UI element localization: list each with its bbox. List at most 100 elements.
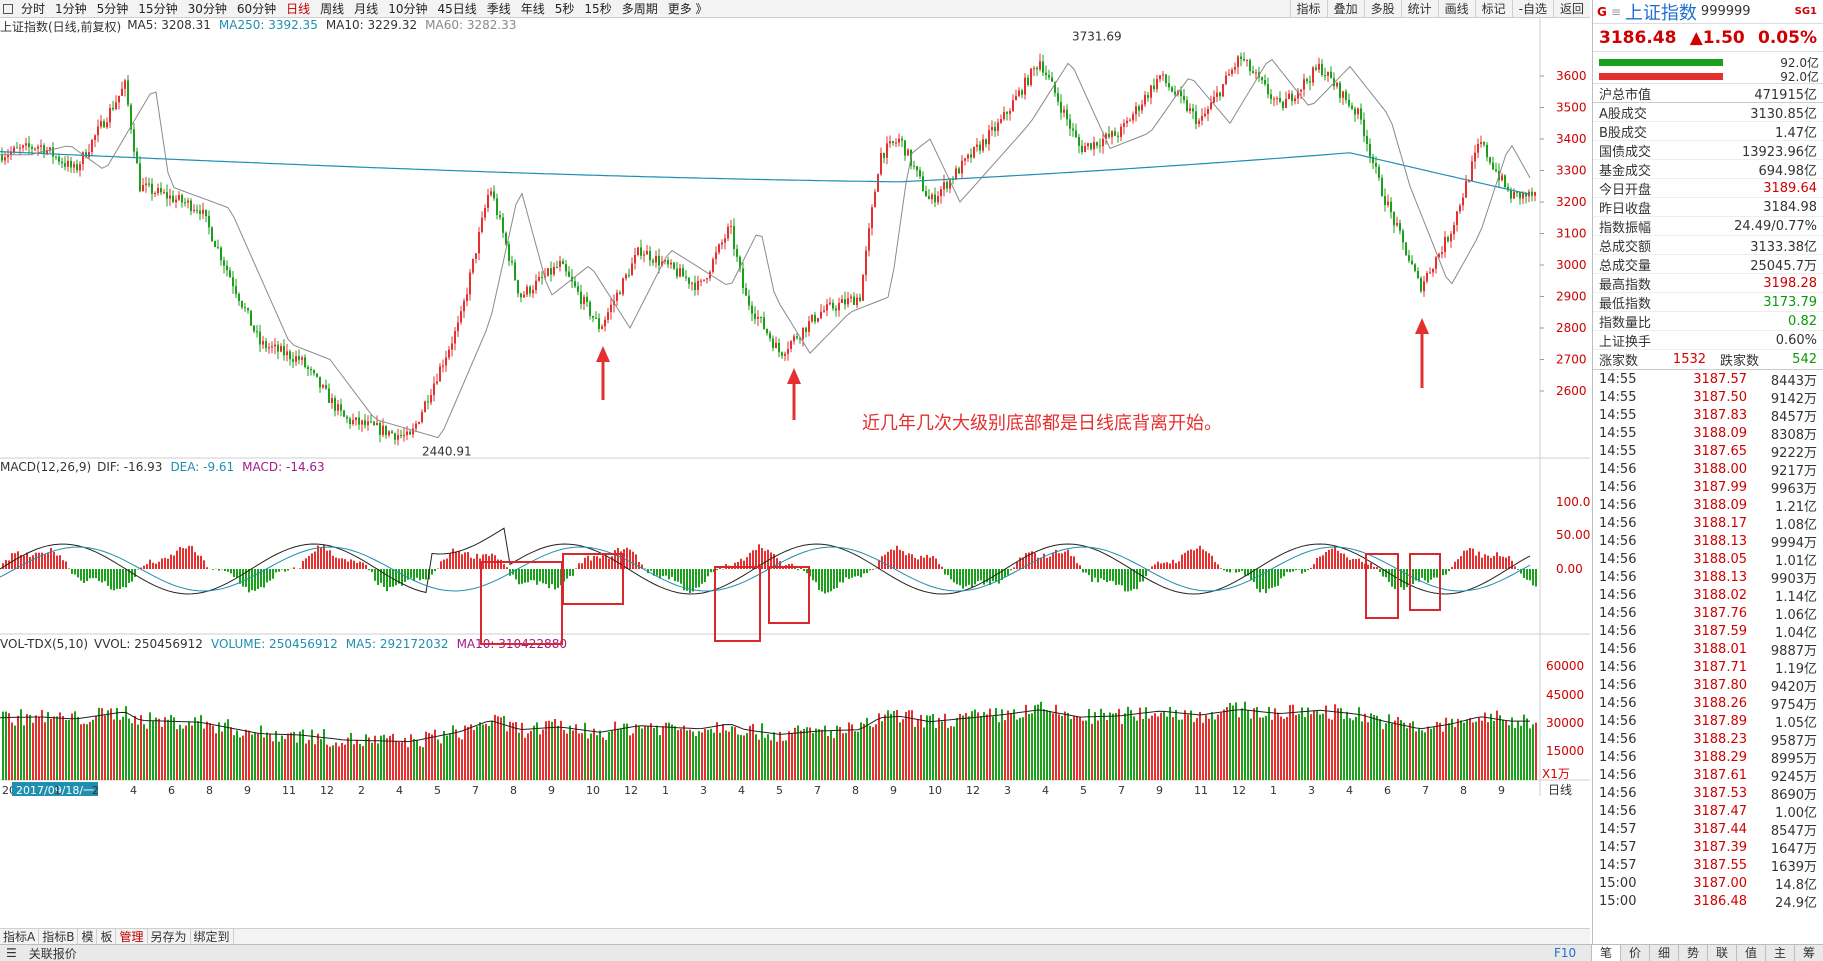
period-tab[interactable]: 1分钟 (55, 1, 87, 16)
quick-tab[interactable]: 细 (1649, 945, 1678, 961)
period-tab[interactable]: 周线 (320, 1, 345, 16)
list-icon[interactable]: ≡ (1610, 4, 1621, 19)
toolbar-button[interactable]: 指标 (1289, 0, 1327, 18)
candle-body (745, 287, 747, 296)
macd-bar (1229, 569, 1231, 573)
volume-bar (1283, 718, 1285, 780)
period-tab[interactable]: 月线 (354, 1, 379, 16)
y-tick-label: 3100 (1556, 227, 1587, 241)
x-tick-label: 1 (54, 784, 61, 797)
stat-row: 今日开盘 3189.64 (1593, 179, 1823, 198)
toolbar-button[interactable]: 多股 (1363, 0, 1401, 18)
f10-button[interactable]: F10 (1554, 946, 1577, 960)
candle-body (1402, 230, 1404, 243)
toolbar-button[interactable]: 画线 (1437, 0, 1475, 18)
period-tab[interactable]: 分时 (21, 1, 46, 16)
volume-bar (269, 733, 271, 780)
toolbar-button[interactable]: -自选 (1511, 0, 1553, 18)
toolbar-button[interactable]: 返回 (1552, 0, 1590, 18)
period-tab[interactable]: 15秒 (584, 1, 612, 16)
volume-bar (437, 739, 439, 780)
period-tab[interactable]: 60分钟 (236, 1, 277, 16)
tick-volume: 9994万 (1770, 535, 1817, 551)
quick-tab[interactable]: 主 (1765, 945, 1794, 961)
candle-body (973, 146, 975, 158)
indicator-tab[interactable]: 板 (97, 928, 117, 945)
volume-bar (839, 726, 841, 780)
volume-bar (1031, 713, 1033, 780)
x-tick-label: 12 (320, 784, 334, 797)
indicator-tab[interactable]: 管理 (116, 928, 148, 945)
candle-body (1486, 144, 1488, 158)
candle-body (1306, 79, 1308, 82)
divergence-box (1365, 553, 1399, 619)
macd-bar (671, 569, 673, 577)
candle-body (1483, 142, 1485, 145)
kline-chart[interactable]: 3600350034003300320031003000290028002700… (0, 18, 1590, 928)
volume-bar (1328, 718, 1330, 780)
quick-tab[interactable]: 值 (1736, 945, 1765, 961)
indicator-tab[interactable]: 指标A (0, 928, 40, 945)
quick-tab[interactable]: 筹 (1794, 945, 1823, 961)
macd-bar (410, 569, 412, 578)
macd-bar (71, 569, 73, 574)
volume-bar (1286, 717, 1288, 780)
volume-bar (1139, 707, 1141, 780)
quick-tab[interactable]: 价 (1620, 945, 1649, 961)
period-tab[interactable]: 年线 (520, 1, 545, 16)
indicator-tab[interactable]: 模 (78, 928, 98, 945)
period-tab[interactable]: 日线 (286, 1, 311, 16)
volume-bar (1514, 728, 1516, 780)
chart-area[interactable]: 上证指数(日线,前复权) MA5: 3208.31 MA250: 3392.35 M… (0, 18, 1590, 938)
period-tab[interactable]: 45日线 (437, 1, 477, 16)
period-tab[interactable]: 多周期 (621, 1, 658, 16)
indicator-tab[interactable]: 绑定到 (191, 928, 234, 945)
volume-bar (623, 723, 625, 780)
tick-list[interactable]: 14:55 3187.57 8443万 14:55 3187.50 9142万 14:55 3… (1593, 370, 1823, 911)
volume-bar (1403, 722, 1405, 780)
candle-body (49, 147, 51, 151)
quick-tab[interactable]: 势 (1678, 945, 1707, 961)
toolbar-button[interactable]: 叠加 (1326, 0, 1364, 18)
period-tab[interactable]: 10分钟 (388, 1, 428, 16)
menu-icon[interactable] (0, 0, 16, 18)
toolbar-button[interactable]: 统计 (1400, 0, 1438, 18)
candle-body (1171, 87, 1173, 92)
status-menu-icon[interactable]: ☰ (6, 946, 17, 960)
period-tab[interactable]: 5秒 (554, 1, 575, 16)
period-tab[interactable]: 更多 》 (667, 1, 708, 16)
candle-body (130, 104, 132, 130)
macd-bar (1100, 569, 1102, 579)
volume-bar (11, 722, 13, 780)
volume-bar (971, 711, 973, 780)
volume-bar (128, 718, 130, 780)
candle-body (310, 369, 312, 371)
period-tab[interactable]: 季线 (486, 1, 511, 16)
indicator-tab[interactable]: 指标B (39, 928, 79, 945)
candle-body (895, 142, 897, 144)
volume-bar (728, 731, 730, 780)
candle-body (403, 435, 405, 437)
indicator-tab[interactable]: 另存为 (148, 928, 191, 945)
candle-body (1048, 75, 1050, 78)
toolbar-button[interactable]: 标记 (1474, 0, 1512, 18)
volume-bar (845, 732, 847, 780)
volume-bar (1496, 710, 1498, 780)
macd-bar (1328, 549, 1330, 569)
volume-bar (1310, 714, 1312, 780)
period-tab[interactable]: 5分钟 (96, 1, 129, 16)
candle-body (1321, 63, 1323, 75)
volume-bar (752, 723, 754, 780)
quick-tab[interactable]: 笔 (1591, 945, 1620, 961)
x-tick-label: 8 (510, 784, 517, 797)
period-tab[interactable]: 30分钟 (187, 1, 227, 16)
quick-tab[interactable]: 联 (1707, 945, 1736, 961)
candle-body (1330, 71, 1332, 79)
candle-body (1009, 111, 1011, 114)
tick-row: 14:56 3188.29 8995万 (1593, 748, 1823, 767)
volume-bar (1226, 707, 1228, 780)
macd-bar (455, 552, 457, 569)
period-tab[interactable]: 15分钟 (138, 1, 178, 16)
volume-bar (818, 729, 820, 780)
macd-bar (1400, 569, 1402, 588)
